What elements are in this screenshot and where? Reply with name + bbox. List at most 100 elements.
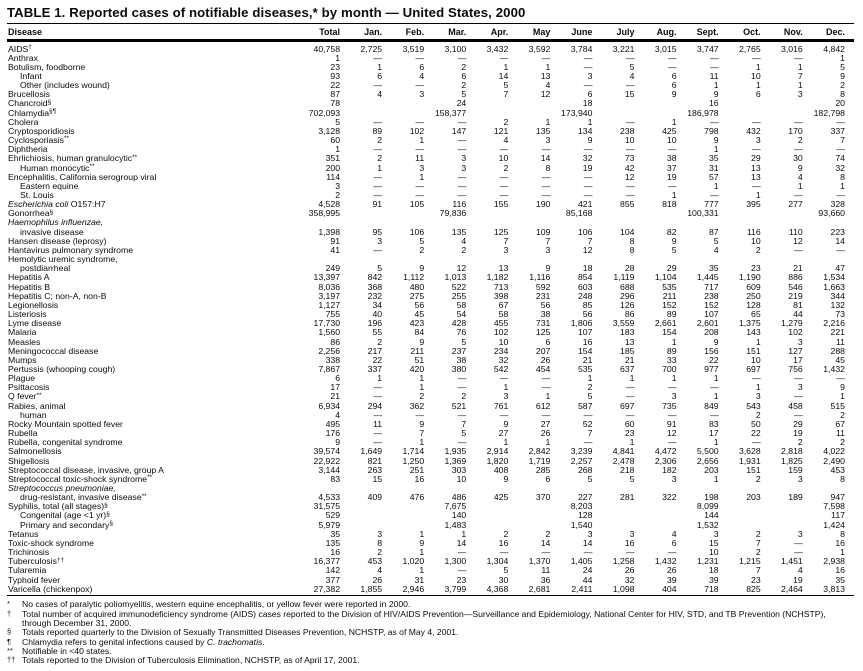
- value-cell: 1,127: [318, 299, 341, 310]
- value-cell: 2: [755, 528, 761, 539]
- table-row: Legionellosis 1,127 34 56 58 67 56 85 126 152 152 1…: [7, 299, 854, 310]
- value-cell: 85: [582, 299, 593, 310]
- value-cell: 5,979: [318, 519, 341, 530]
- value-cell: [644, 521, 686, 530]
- value-cell: 9: [671, 89, 677, 100]
- value-cell: 3: [587, 70, 593, 81]
- value-cell: 29: [751, 153, 761, 164]
- value-cell: 18: [582, 98, 593, 109]
- value-cell: 9: [419, 263, 425, 274]
- footnote-text: No cases of paralytic poliomyelitis, wes…: [22, 599, 411, 610]
- value-cell: 3: [797, 528, 803, 539]
- value-cell: 9: [797, 162, 803, 173]
- value-cell: 700: [662, 363, 677, 374]
- value-cell: 1: [713, 144, 719, 155]
- value-cell: 420: [409, 363, 425, 374]
- value-cell: 2: [461, 244, 467, 255]
- value-cell: 1,663: [823, 281, 845, 292]
- value-cell: —: [499, 180, 509, 191]
- value-cell: 11: [709, 70, 719, 81]
- disease-name-cell: Rabies, animal: [7, 401, 307, 411]
- value-cell: 3,016: [781, 43, 803, 54]
- disease-name: Human monocytic: [20, 162, 90, 173]
- value-cell: 337: [830, 125, 846, 136]
- value-cell: 5: [629, 473, 635, 484]
- disease-name-cell: AIDS†: [7, 41, 307, 54]
- value-cell: 2: [461, 61, 467, 72]
- value-cell: 203: [746, 492, 761, 503]
- value-cell: 7: [587, 235, 593, 246]
- value-cell: 14: [835, 235, 845, 246]
- value-cell: 13: [751, 171, 761, 182]
- value-cell: [349, 502, 391, 511]
- table-row: invasive disease 1,398 95 106 135 125 109 106 10…: [7, 226, 854, 237]
- table-row: Streptococcal disease, invasive, group A…: [7, 465, 854, 475]
- value-cell: 22: [372, 354, 383, 365]
- value-cell: 4: [377, 565, 383, 576]
- value-cell: 12: [793, 235, 803, 246]
- disease-name: Typhoid fever: [8, 574, 61, 585]
- value-cell: 421: [577, 199, 593, 210]
- value-cell: 756: [788, 363, 803, 374]
- value-cell: 1,714: [402, 446, 425, 457]
- value-cell: 1,534: [823, 272, 845, 283]
- disease-name: Infant: [20, 70, 42, 81]
- value-cell: [601, 521, 643, 530]
- value-cell: [728, 511, 770, 520]
- value-cell: 17: [708, 428, 719, 439]
- value-cell: 1,935: [444, 446, 467, 457]
- value-cell: 1: [419, 135, 425, 146]
- value-cell: 4: [419, 70, 425, 81]
- value-cell: 1: [503, 61, 509, 72]
- value-cell: 3: [545, 135, 551, 146]
- value-cell: 2,257: [570, 455, 593, 466]
- value-cell: 3: [377, 235, 383, 246]
- value-cell: [517, 521, 559, 530]
- value-cell: 106: [409, 226, 425, 237]
- value-cell: 56: [414, 299, 425, 310]
- value-cell: 52: [582, 418, 593, 429]
- table-row: Escherichia coli O157:H7 4,528 91 105 116 155…: [7, 200, 854, 209]
- table-row: Cyclosporiasis** 60 2 1 — 4 3 9 10 10 9 3 2 7: [7, 135, 854, 146]
- disease-name-cell: Ehrlichiosis, human granulocytic**: [7, 154, 307, 163]
- value-cell: 1: [461, 528, 467, 539]
- disease-name: Eastern equine: [20, 180, 79, 191]
- value-cell: 9: [713, 336, 719, 347]
- table-row: Toxic-shock syndrome 135 8 9 14 16 14 14 16 6 15 7 —…: [7, 538, 854, 548]
- footnote-marker: ††: [56, 556, 65, 564]
- value-cell: —: [583, 409, 593, 420]
- value-cell: [349, 511, 391, 520]
- disease-name-cell: Brucellosis: [7, 90, 307, 99]
- value-cell: 5: [840, 61, 845, 72]
- value-cell: 543: [746, 400, 761, 411]
- value-cell: 23: [751, 574, 761, 585]
- value-cell: 232: [367, 290, 383, 301]
- value-cell: —: [541, 409, 551, 420]
- value-cell: 1,405: [570, 556, 593, 567]
- table-row: Encephalitis, California serogroup viral…: [7, 171, 854, 182]
- value-cell: 425: [493, 492, 509, 503]
- value-cell: 196: [367, 318, 383, 329]
- value-cell: —: [499, 144, 509, 155]
- disease-name-cell: Tetanus: [7, 529, 307, 539]
- value-cell: 5: [377, 263, 383, 274]
- value-cell: 35: [708, 153, 719, 164]
- value-cell: 16,377: [313, 556, 341, 567]
- disease-name: Haemophilus influenzae,: [8, 217, 104, 228]
- value-cell: 2: [377, 153, 383, 164]
- value-cell: 58: [456, 299, 467, 310]
- table-row: Botulism, foodborne 23 1 6 2 1 1 — 5 — — 1 1 5: [7, 61, 854, 72]
- value-cell: [644, 209, 686, 218]
- value-cell: [770, 209, 812, 218]
- value-cell: 39,574: [313, 446, 341, 457]
- disease-name: St. Louis: [20, 190, 54, 200]
- value-cell: 1,649: [360, 446, 383, 457]
- value-cell: —: [415, 116, 425, 127]
- value-cell: 7: [545, 235, 551, 246]
- column-header-nov: Nov.: [769, 23, 812, 42]
- value-cell: —: [583, 180, 593, 191]
- value-cell: 73: [835, 309, 845, 320]
- value-cell: [475, 99, 517, 108]
- value-cell: 51: [414, 354, 425, 365]
